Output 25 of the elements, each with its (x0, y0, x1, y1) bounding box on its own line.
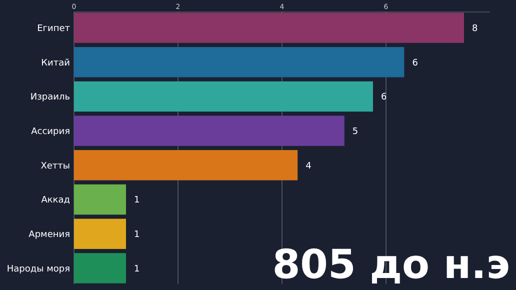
data-label: 4 (306, 161, 312, 172)
y-tick-label: Израиль (30, 92, 70, 103)
bar (74, 47, 404, 78)
data-label: 8 (472, 24, 478, 34)
y-tick-label: Аккад (41, 196, 70, 206)
data-label: 1 (134, 230, 140, 240)
data-label: 5 (352, 126, 358, 137)
y-tick-label: Народы моря (6, 264, 70, 274)
bar (74, 116, 344, 146)
y-tick-label: Армения (28, 230, 70, 240)
bar (74, 81, 373, 112)
annotation: 805 до н.э (272, 242, 510, 288)
bar (74, 253, 126, 284)
data-label: 1 (134, 264, 140, 274)
data-label: 6 (381, 92, 387, 103)
bar (74, 150, 298, 180)
data-label: 6 (412, 58, 418, 68)
y-tick-label: Хетты (40, 161, 70, 172)
bar (74, 218, 126, 249)
y-tick-label: Египет (37, 24, 70, 34)
bar (74, 184, 126, 215)
y-tick-label: Китай (41, 58, 70, 68)
bar (74, 12, 464, 43)
data-label: 1 (134, 196, 140, 206)
y-tick-label: Ассирия (31, 126, 70, 137)
